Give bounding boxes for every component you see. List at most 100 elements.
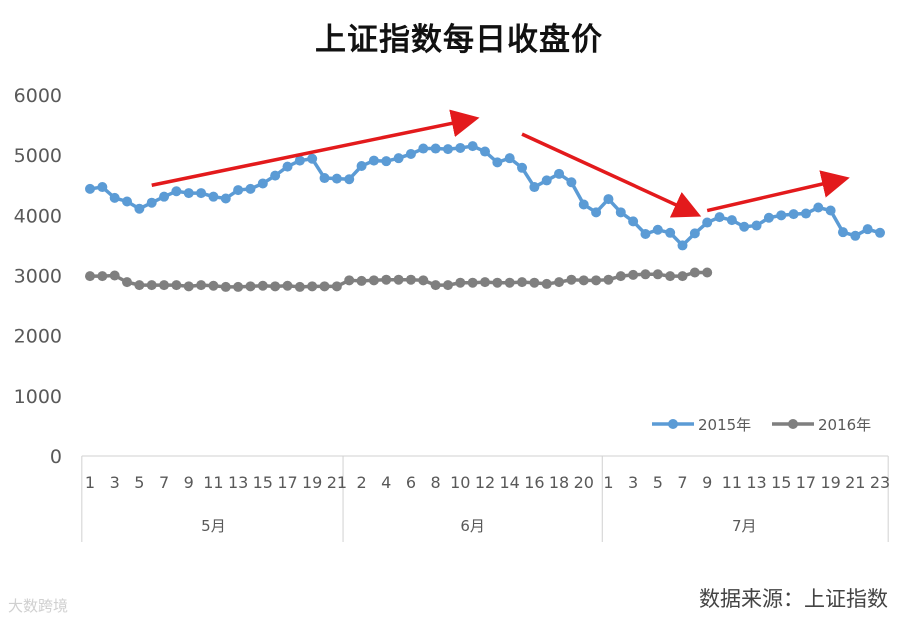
chart-title: 上证指数每日收盘价 <box>315 22 603 58</box>
data-point <box>702 267 713 278</box>
data-point <box>171 186 182 197</box>
data-point <box>368 275 379 286</box>
data-point <box>591 275 602 286</box>
data-point <box>381 274 392 285</box>
data-point <box>270 281 281 292</box>
data-point <box>109 270 120 281</box>
trend-arrow <box>521 132 702 218</box>
data-point <box>393 153 404 164</box>
data-point <box>862 224 873 235</box>
data-point <box>418 143 429 154</box>
y-tick-label: 3000 <box>14 266 62 288</box>
x-tick-label: 19 <box>820 473 840 492</box>
data-point <box>504 153 515 164</box>
data-point <box>665 227 676 238</box>
data-point <box>480 146 490 157</box>
data-point <box>541 175 552 186</box>
data-point <box>714 212 725 223</box>
data-point <box>677 240 688 251</box>
data-point <box>122 196 133 207</box>
legend-label: 2016年 <box>818 416 871 434</box>
data-point <box>652 269 663 280</box>
data-point <box>245 281 256 292</box>
data-point <box>591 207 602 218</box>
data-point <box>344 174 355 185</box>
data-point <box>677 271 688 282</box>
data-point <box>788 209 799 220</box>
data-point <box>171 280 182 291</box>
x-tick-label: 11 <box>722 473 742 492</box>
data-point <box>578 199 589 210</box>
data-point <box>442 280 453 291</box>
x-tick-label: 1 <box>603 473 613 492</box>
data-point <box>442 144 453 155</box>
data-point <box>492 157 503 168</box>
x-tick-label: 12 <box>475 473 495 492</box>
trend-arrow <box>706 170 850 213</box>
data-point <box>220 193 231 204</box>
data-point <box>689 228 700 239</box>
data-point <box>763 212 774 223</box>
data-point <box>109 192 120 203</box>
data-point <box>702 217 713 228</box>
data-point <box>825 205 836 216</box>
data-point <box>529 182 540 193</box>
data-point <box>529 277 540 288</box>
data-point <box>418 275 429 286</box>
data-point <box>282 161 293 172</box>
x-tick-label: 23 <box>870 473 890 492</box>
x-tick-label: 5 <box>653 473 663 492</box>
x-tick-label: 14 <box>500 473 520 492</box>
x-tick-label: 6 <box>406 473 416 492</box>
x-tick-label: 21 <box>845 473 865 492</box>
data-point <box>208 280 219 291</box>
data-point <box>183 281 194 292</box>
data-point <box>356 275 367 286</box>
y-tick-label: 2000 <box>14 326 62 348</box>
data-point <box>257 280 268 291</box>
data-point <box>220 281 231 292</box>
legend-label: 2015年 <box>698 416 751 434</box>
x-tick-label: 17 <box>277 473 297 492</box>
data-point <box>134 203 145 214</box>
legend-marker <box>668 419 678 429</box>
data-point <box>344 275 355 286</box>
data-point <box>566 274 577 285</box>
data-point <box>517 162 528 173</box>
data-point <box>751 220 762 231</box>
data-point <box>492 277 503 288</box>
data-point <box>159 191 170 202</box>
data-point <box>603 274 614 285</box>
data-point <box>628 216 639 227</box>
data-point <box>319 173 330 184</box>
legend-marker <box>788 419 798 429</box>
data-point <box>430 143 441 154</box>
x-tick-label: 15 <box>253 473 273 492</box>
data-point <box>640 228 651 239</box>
data-point <box>208 191 219 202</box>
series-line-1 <box>89 144 881 248</box>
data-point <box>615 207 626 218</box>
data-point <box>331 173 342 184</box>
data-point <box>331 281 342 292</box>
x-tick-label: 7 <box>677 473 687 492</box>
data-point <box>381 156 392 167</box>
x-tick-label: 18 <box>549 473 569 492</box>
data-point <box>689 267 700 278</box>
x-tick-label: 4 <box>381 473 391 492</box>
data-point <box>146 197 157 208</box>
watermark: 大数跨境 <box>8 597 69 615</box>
x-tick-label: 3 <box>110 473 120 492</box>
x-tick-label: 13 <box>746 473 766 492</box>
x-tick-label: 3 <box>628 473 638 492</box>
data-point <box>813 202 824 213</box>
data-point <box>554 277 565 288</box>
data-point <box>430 280 441 291</box>
x-tick-label: 8 <box>431 473 441 492</box>
data-point <box>196 188 207 199</box>
data-point <box>517 277 528 288</box>
data-point <box>405 148 416 159</box>
data-point <box>393 274 404 285</box>
x-tick-label: 9 <box>184 473 194 492</box>
